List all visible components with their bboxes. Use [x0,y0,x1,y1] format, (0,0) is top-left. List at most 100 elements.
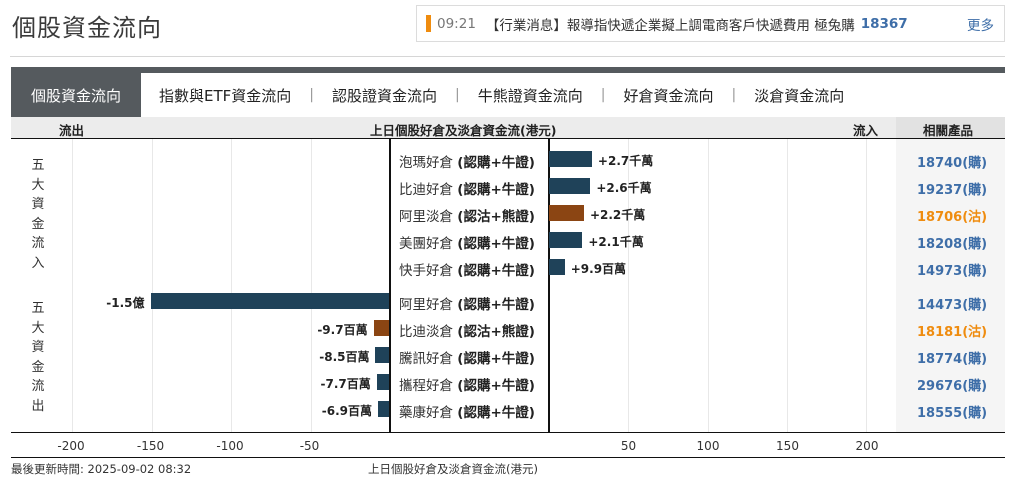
bull-bar[interactable] [150,293,389,309]
top5-inflow-label: 五大資金流入 [31,158,45,271]
row-type: (認購+牛證) [457,236,535,252]
x-tick-label: 100 [696,439,720,453]
chart-row: 泡瑪好倉 (認購+牛證) +2.7千萬 18740(購) [11,146,1005,173]
related-products-header: 相關產品 [923,123,974,138]
tab-bear-fund-flow[interactable]: 淡倉資金流向 [754,86,845,105]
bull-bar[interactable] [549,178,591,194]
chart-row: 攜程好倉 (認購+牛證) -7.7百萬 29676(購) [11,369,1005,396]
related-product-link[interactable]: 18774(購) [917,352,988,367]
row-type: (認沽+熊證) [457,209,535,225]
row-label: 攜程好倉 (認購+牛證) [399,374,535,394]
x-tick-label: 200 [855,439,879,453]
tab-stock-fund-flow[interactable]: 個股資金流向 [11,73,142,117]
row-name: 阿里淡倉 [399,209,458,225]
row-type: (認購+牛證) [457,378,535,394]
top5-outflow-label: 五大資金流出 [31,301,45,414]
row-type: (認購+牛證) [457,351,535,367]
zero-axis-right [548,139,550,432]
chart-row: 阿里好倉 (認購+牛證) -1.5億 14473(購) [11,288,1005,315]
bear-bar[interactable] [373,320,389,336]
bull-bar[interactable] [549,259,565,275]
row-label: 阿里好倉 (認購+牛證) [399,293,535,313]
gridline [708,139,709,432]
related-product-link[interactable]: 18740(購) [917,156,988,171]
bar-value-label: -9.7百萬 [317,323,368,337]
gridline [628,139,629,432]
row-type: (認購+牛證) [457,263,535,279]
gridline [787,139,788,432]
chart-row: 快手好倉 (認購+牛證) +9.9百萬 14973(購) [11,254,1005,281]
news-headline[interactable]: 【行業消息】報導指快遞企業擬上調電商客戶快遞費用 極兔購 [485,17,855,34]
bar-value-label: +2.1千萬 [588,235,644,249]
bull-bar[interactable] [376,374,389,390]
tab-index-etf-fund-flow[interactable]: 指數與ETF資金流向 [159,86,292,105]
row-name: 攜程好倉 [399,378,458,394]
row-label: 阿里淡倉 (認沽+熊證) [399,205,535,225]
bar-value-label: -6.9百萬 [321,404,373,418]
gridline [311,139,312,432]
x-tick-label: -100 [216,439,244,453]
gridline [72,139,73,432]
row-name: 比迪好倉 [399,182,458,198]
related-products-column [896,139,1005,432]
chart-row: 騰訊好倉 (認購+牛證) -8.5百萬 18774(購) [11,342,1005,369]
x-tick-label: -200 [57,439,85,453]
inflow-header: 流入 [853,123,879,138]
related-product-link[interactable]: 18208(購) [917,237,988,252]
bar-value-label: -7.7百萬 [320,377,371,391]
news-ticker[interactable]: 09:21 【行業消息】報導指快遞企業擬上調電商客戶快遞費用 極兔購 18367… [416,5,1005,42]
tab-separator: | [600,87,606,103]
row-name: 藥康好倉 [399,405,458,421]
row-name: 泡瑪好倉 [399,155,458,171]
fund-flow-chart: 五大資金流入 五大資金流出 泡瑪好倉 (認購+牛證) +2.7千萬 18740(購)… [11,139,1005,432]
row-name: 騰訊好倉 [399,351,458,367]
x-tick-label: -50 [299,439,320,453]
row-label: 比迪好倉 (認購+牛證) [399,178,535,198]
chart-row: 阿里淡倉 (認沽+熊證) +2.2千萬 18706(沽) [11,200,1005,227]
x-tick-label: -150 [136,439,165,453]
tab-separator: | [731,87,737,103]
related-product-link[interactable]: 19237(購) [917,183,988,198]
tab-strip [11,67,1005,73]
bull-bar[interactable] [549,151,592,167]
x-tick-label: 50 [620,439,637,453]
related-product-link[interactable]: 18181(沽) [917,325,988,340]
related-product-link[interactable]: 29676(購) [917,379,988,394]
bar-value-label: +2.2千萬 [589,208,646,222]
bar-value-label: +9.9百萬 [570,262,627,276]
chart-title: 上日個股好倉及淡倉資金流(港元) [370,123,557,138]
x-axis: -200 -150 -100 -50 50 100 150 200 [11,432,1005,458]
row-label: 泡瑪好倉 (認購+牛證) [399,151,535,171]
row-type: (認購+牛證) [457,297,535,313]
bull-bar[interactable] [378,401,389,417]
tab-bull-fund-flow[interactable]: 好倉資金流向 [623,86,714,105]
chart-row: 比迪淡倉 (認沽+熊證) -9.7百萬 18181(沽) [11,315,1005,342]
row-label: 美團好倉 (認購+牛證) [399,232,535,252]
last-updated: 最後更新時間: 2025-09-02 08:32 [11,462,192,476]
row-label: 快手好倉 (認購+牛證) [399,259,535,279]
bar-value-label: -1.5億 [106,296,145,310]
related-product-link[interactable]: 14473(購) [917,298,988,313]
related-product-link[interactable]: 18706(沽) [917,210,988,225]
zero-axis-left [389,139,391,432]
bull-bar[interactable] [375,347,389,363]
news-indicator-icon [426,15,431,32]
x-axis-title: 上日個股好倉及淡倉資金流(港元) [368,462,538,476]
news-time: 09:21 [437,15,476,32]
news-product-code[interactable]: 18367 [860,15,908,32]
gridline [152,139,153,432]
bull-bar[interactable] [549,232,583,248]
bear-bar[interactable] [549,205,584,221]
news-more-link[interactable]: 更多 [967,17,994,34]
row-name: 阿里好倉 [399,297,458,313]
chart-header: 流出 上日個股好倉及淡倉資金流(港元) 流入 相關產品 [11,117,1005,139]
bar-value-label: +2.6千萬 [596,181,652,195]
related-product-link[interactable]: 18555(購) [917,406,988,421]
row-label: 騰訊好倉 (認購+牛證) [399,347,535,367]
row-type: (認購+牛證) [457,182,535,198]
tab-warrant-fund-flow[interactable]: 認股證資金流向 [332,86,438,105]
chart-row: 藥康好倉 (認購+牛證) -6.9百萬 18555(購) [11,396,1005,423]
tab-cbbc-fund-flow[interactable]: 牛熊證資金流向 [477,86,583,105]
related-product-link[interactable]: 14973(購) [917,264,988,279]
row-type: (認購+牛證) [457,405,535,421]
